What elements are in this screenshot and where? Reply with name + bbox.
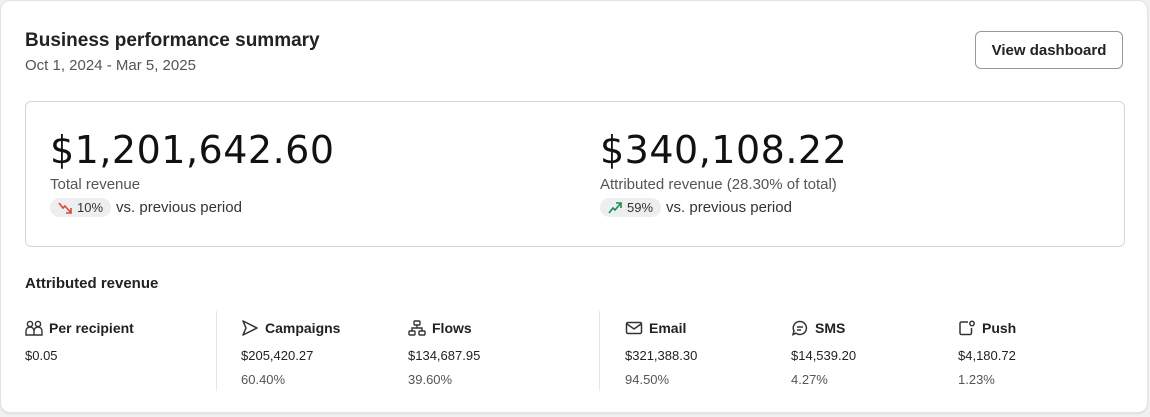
column-value: $4,180.72 xyxy=(958,348,1016,363)
total-revenue-value: $1,201,642.60 xyxy=(50,128,335,172)
attributed-revenue-value: $340,108.22 xyxy=(600,128,848,172)
flows-icon xyxy=(408,320,426,336)
total-revenue-label: Total revenue xyxy=(50,176,141,193)
column-percent: 94.50% xyxy=(625,372,670,387)
push-icon xyxy=(959,320,975,336)
trend-down-icon xyxy=(58,202,72,214)
sms-column: SMS $14,539.20 4.27% xyxy=(791,320,856,387)
change-percent: 10% xyxy=(77,200,104,215)
column-percent: 39.60% xyxy=(408,372,453,387)
date-range: Oct 1, 2024 - Mar 5, 2025 xyxy=(25,57,196,74)
column-value: $134,687.95 xyxy=(408,348,481,363)
change-badge: 10% xyxy=(50,198,112,217)
trend-up-icon xyxy=(608,201,622,213)
users-icon xyxy=(25,320,43,336)
change-suffix: vs. previous period xyxy=(116,199,242,216)
column-value: $14,539.20 xyxy=(791,348,857,363)
email-column: Email $321,388.30 94.50% xyxy=(625,320,697,387)
column-label: Flows xyxy=(432,320,472,336)
column-label: Push xyxy=(982,320,1017,336)
divider xyxy=(599,311,600,391)
column-label: Email xyxy=(649,320,687,336)
campaigns-column: Campaigns $205,420.27 60.40% xyxy=(241,320,340,387)
page-title: Business performance summary xyxy=(25,30,320,51)
push-column: Push $4,180.72 1.23% xyxy=(958,320,1016,387)
total-revenue-metric: $1,201,642.60 Total revenue 10% vs. prev… xyxy=(50,128,335,217)
attributed-revenue-heading: Attributed revenue xyxy=(25,275,159,292)
change-badge: 59% xyxy=(600,198,662,217)
view-dashboard-button[interactable]: View dashboard xyxy=(975,31,1123,69)
flows-column: Flows $134,687.95 39.60% xyxy=(408,320,480,387)
column-value: $205,420.27 xyxy=(241,348,314,363)
per-recipient-column: Per recipient $0.05 xyxy=(25,320,134,363)
column-label: SMS xyxy=(815,320,846,336)
column-label: Campaigns xyxy=(265,320,341,336)
mail-icon xyxy=(625,321,643,335)
sms-icon xyxy=(791,320,808,336)
attributed-revenue-metric: $340,108.22 Attributed revenue (28.30% o… xyxy=(600,128,847,217)
column-value: $321,388.30 xyxy=(625,348,698,363)
column-percent: 4.27% xyxy=(791,372,828,387)
column-percent: 1.23% xyxy=(958,372,995,387)
column-percent: 60.40% xyxy=(241,372,286,387)
column-value: $0.05 xyxy=(25,348,58,363)
revenue-summary-box: $1,201,642.60 Total revenue 10% vs. prev… xyxy=(25,101,1125,247)
send-icon xyxy=(242,320,258,336)
divider xyxy=(216,311,217,391)
attributed-revenue-label: Attributed revenue (28.30% of total) xyxy=(600,176,837,193)
change-percent: 59% xyxy=(627,200,654,215)
column-label: Per recipient xyxy=(49,320,134,336)
change-suffix: vs. previous period xyxy=(666,199,792,216)
